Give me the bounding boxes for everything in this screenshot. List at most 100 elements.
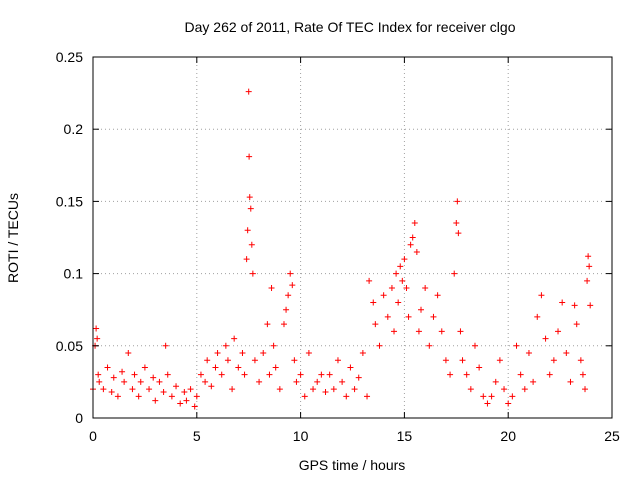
data-point — [555, 328, 562, 335]
axis-ticks: 0 5 10 15 20 25 0 0.05 0.1 0.15 0.2 0.25 — [56, 49, 620, 444]
data-point — [280, 321, 287, 328]
data-point — [372, 321, 379, 328]
data-point — [164, 371, 171, 378]
data-point — [451, 270, 458, 277]
data-point — [403, 285, 410, 292]
data-point — [229, 386, 236, 393]
data-point — [293, 378, 300, 385]
data-point — [351, 386, 358, 393]
data-point — [471, 342, 478, 349]
data-point — [476, 364, 483, 371]
data-point — [187, 386, 194, 393]
data-point — [521, 386, 528, 393]
data-point — [480, 393, 487, 400]
data-point — [297, 371, 304, 378]
data-point — [442, 357, 449, 364]
y-tick-label: 0 — [75, 410, 83, 426]
grid-lines — [93, 57, 612, 418]
data-point — [289, 282, 296, 289]
data-point — [183, 397, 190, 404]
data-point — [492, 378, 499, 385]
data-point — [330, 386, 337, 393]
data-point — [283, 306, 290, 313]
data-point — [156, 378, 163, 385]
data-point — [160, 389, 167, 396]
data-point — [517, 371, 524, 378]
data-point — [577, 357, 584, 364]
data-point — [272, 364, 279, 371]
data-point — [114, 393, 121, 400]
data-point — [129, 386, 136, 393]
data-point — [546, 371, 553, 378]
data-point — [276, 386, 283, 393]
data-point — [168, 393, 175, 400]
data-point — [525, 350, 532, 357]
data-point — [411, 220, 418, 227]
data-point — [152, 397, 159, 404]
y-tick-label: 0.1 — [64, 266, 84, 282]
data-point — [434, 292, 441, 299]
data-point — [135, 393, 142, 400]
data-point — [150, 374, 157, 381]
data-point — [376, 342, 383, 349]
data-point — [496, 357, 503, 364]
data-point — [370, 299, 377, 306]
data-point — [343, 393, 350, 400]
data-point — [287, 270, 294, 277]
data-point — [256, 378, 263, 385]
data-point — [218, 371, 225, 378]
data-point — [137, 378, 144, 385]
data-point — [285, 292, 292, 299]
data-point — [334, 357, 341, 364]
data-point — [108, 389, 115, 396]
data-point — [94, 335, 101, 342]
plot-border — [92, 56, 613, 419]
data-point — [121, 378, 128, 385]
chart-title: Day 262 of 2011, Rate Of TEC Index for r… — [185, 19, 516, 35]
data-point — [141, 364, 148, 371]
data-point — [246, 194, 253, 201]
data-point — [587, 302, 594, 309]
data-point — [204, 357, 211, 364]
data-point — [131, 371, 138, 378]
data-point — [100, 386, 107, 393]
data-point — [399, 277, 406, 284]
data-point — [359, 350, 366, 357]
data-point — [426, 342, 433, 349]
data-point — [146, 386, 153, 393]
data-point — [438, 328, 445, 335]
x-tick-label: 25 — [604, 428, 620, 444]
data-point — [586, 263, 593, 270]
data-point — [212, 364, 219, 371]
data-point — [193, 393, 200, 400]
data-point — [454, 198, 461, 205]
data-point — [249, 270, 256, 277]
y-tick-label: 0.05 — [56, 338, 83, 354]
data-point — [173, 383, 180, 390]
data-point — [266, 371, 273, 378]
data-point — [534, 313, 541, 320]
data-point — [542, 335, 549, 342]
data-point — [455, 230, 462, 237]
data-point — [509, 393, 516, 400]
data-point — [538, 292, 545, 299]
data-point — [322, 389, 329, 396]
data-point — [301, 393, 308, 400]
data-point — [505, 400, 512, 407]
data-point — [244, 227, 251, 234]
x-tick-label: 10 — [293, 428, 309, 444]
data-point — [407, 241, 414, 248]
data-point — [162, 342, 169, 349]
data-point — [395, 299, 402, 306]
data-point — [409, 234, 416, 241]
data-point — [501, 386, 508, 393]
data-point — [513, 342, 520, 349]
x-axis-label: GPS time / hours — [299, 457, 406, 473]
data-point — [224, 357, 231, 364]
data-point — [463, 371, 470, 378]
data-point — [222, 342, 229, 349]
data-point — [397, 263, 404, 270]
data-point — [264, 321, 271, 328]
data-point — [364, 393, 371, 400]
data-point — [339, 378, 346, 385]
